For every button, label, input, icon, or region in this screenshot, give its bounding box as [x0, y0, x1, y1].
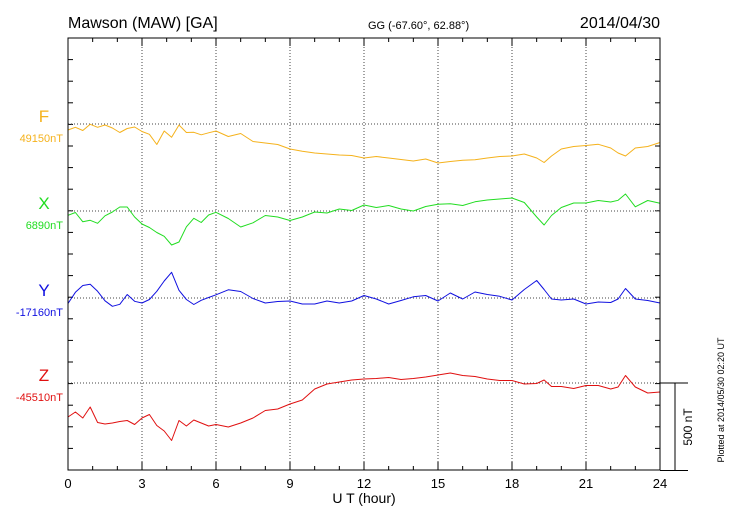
series-line-z	[67, 372, 661, 441]
chart-date: 2014/04/30	[580, 15, 660, 32]
x-tick-label: 18	[505, 476, 519, 491]
series-line-y	[67, 271, 661, 307]
series-name-z: Z	[39, 366, 49, 385]
series-name-x: X	[38, 194, 49, 213]
x-tick-label: 3	[138, 476, 145, 491]
plotted-note: Plotted at 2014/05/30 02:20 UT	[716, 337, 726, 463]
series-line-x	[67, 193, 661, 246]
x-tick-label: 24	[653, 476, 667, 491]
x-axis-label: U T (hour)	[332, 490, 395, 506]
series-name-y: Y	[38, 281, 49, 300]
x-tick-label: 6	[212, 476, 219, 491]
series-baseline-label-y: -17160nT	[16, 307, 63, 319]
x-tick-label: 9	[286, 476, 293, 491]
series-baseline-label-z: -45510nT	[16, 392, 63, 404]
x-tick-label: 12	[357, 476, 371, 491]
series-group	[67, 123, 661, 441]
series-baseline-label-x: 6890nT	[26, 220, 64, 232]
series-name-f: F	[39, 107, 49, 126]
chart-subtitle: GG (-67.60°, 62.88°)	[368, 20, 469, 32]
x-tick-label: 21	[579, 476, 593, 491]
chart-title: Mawson (MAW) [GA]	[68, 15, 218, 32]
series-baseline-label-f: 49150nT	[20, 133, 64, 145]
x-tick-label: 0	[64, 476, 71, 491]
series-labels: F 49150nT X 6890nT Y -17160nT Z -45510nT	[16, 107, 63, 404]
series-line-f	[67, 123, 661, 164]
scale-bar-label: 500 nT	[681, 408, 695, 446]
x-tick-label: 15	[431, 476, 445, 491]
scale-bar	[660, 382, 688, 471]
plot-frame	[67, 37, 661, 471]
x-tick-labels: 0 3 6 9 12 15 18 21 24	[64, 476, 667, 491]
grid	[67, 38, 661, 470]
